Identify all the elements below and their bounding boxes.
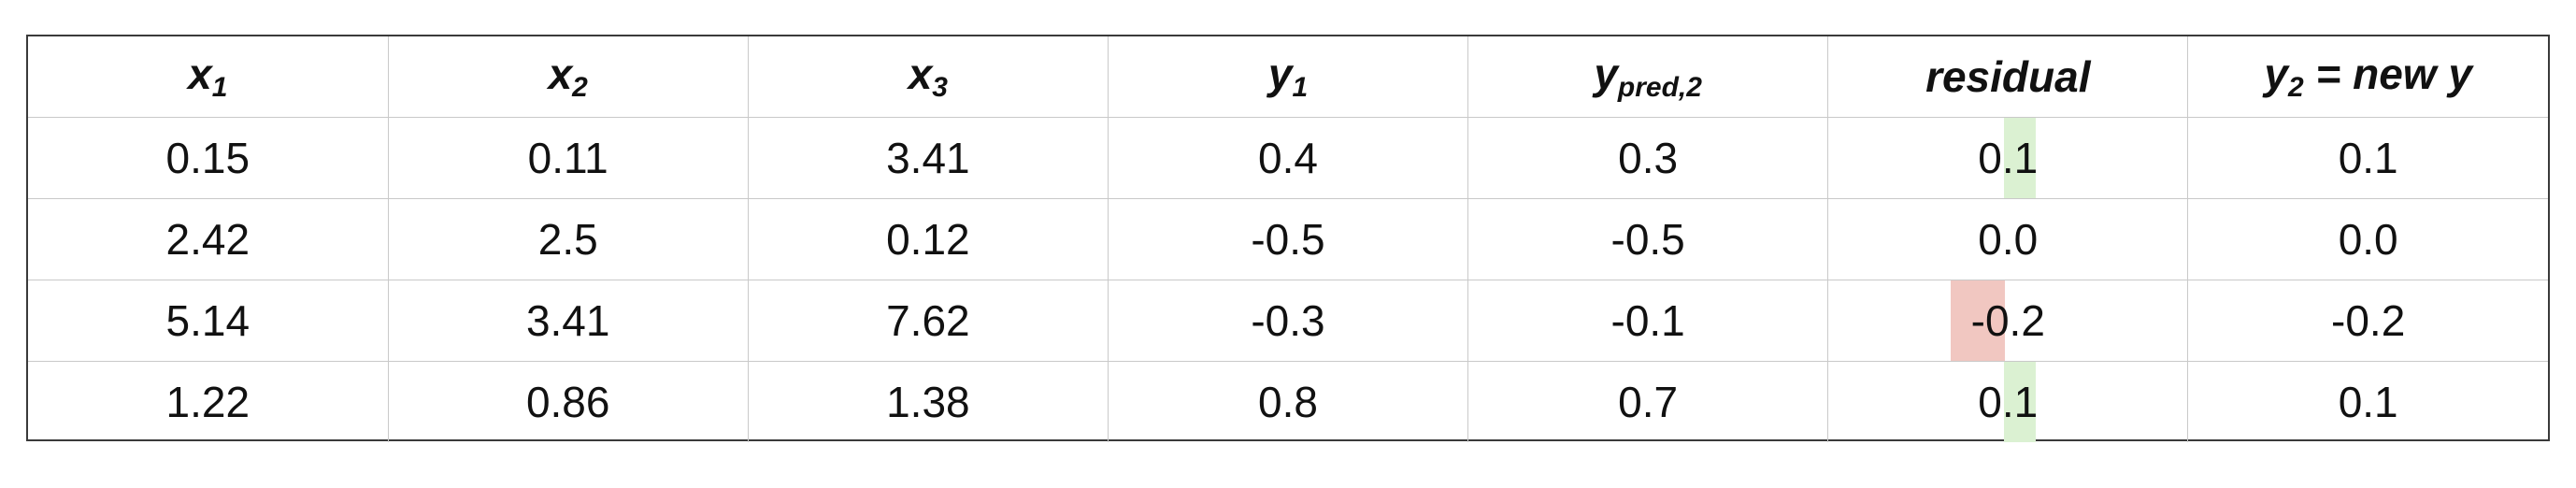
cell-ypred2: 0.3	[1467, 117, 1829, 199]
cell-ypred2: 0.7	[1467, 361, 1829, 442]
cell-x2: 0.11	[387, 117, 749, 199]
cell-ypred2: -0.1	[1467, 280, 1829, 362]
cell-x1: 1.22	[28, 361, 389, 442]
header-x3-base: x	[908, 49, 933, 98]
table-row: 5.14 3.41 7.62 -0.3 -0.1 -0.2 -0.2	[28, 280, 2548, 362]
header-y2-base: y	[2264, 49, 2288, 98]
cell-ypred2: -0.5	[1467, 198, 1829, 280]
header-y1-base: y	[1267, 49, 1293, 98]
cell-y1: 0.4	[1107, 117, 1469, 199]
cell-y1: -0.5	[1107, 198, 1469, 280]
header-y2-rest: = new y	[2303, 49, 2472, 98]
cell-x1: 5.14	[28, 280, 389, 362]
header-x2: x2	[387, 36, 749, 118]
cell-x2: 2.5	[387, 198, 749, 280]
cell-x3: 1.38	[747, 361, 1109, 442]
table-row: 0.15 0.11 3.41 0.4 0.3 0.1 0.1	[28, 117, 2548, 199]
header-x3: x3	[747, 36, 1109, 118]
header-x1-subscript: 1	[211, 71, 228, 103]
cell-y2: -0.2	[2187, 280, 2548, 362]
header-residual: residual	[1827, 36, 2189, 118]
residual-value: 0.0	[1978, 215, 2039, 264]
header-x1-base: x	[188, 49, 212, 98]
header-residual-label: residual	[1925, 52, 2091, 101]
data-table-frame: x1 x2 x3 y1 ypred,2 residual y2 = new y …	[26, 35, 2550, 442]
header-y2-new-y: y2 = new y	[2187, 36, 2548, 118]
cell-x1: 2.42	[28, 198, 389, 280]
header-x1: x1	[28, 36, 389, 118]
header-row: x1 x2 x3 y1 ypred,2 residual y2 = new y	[28, 36, 2548, 118]
cell-x1: 0.15	[28, 117, 389, 199]
residual-positive-highlight	[2004, 362, 2037, 442]
cell-residual: -0.2	[1827, 280, 2189, 362]
header-ypred2-subscript: pred,2	[1617, 71, 1702, 103]
header-y1: y1	[1107, 36, 1469, 118]
cell-x2: 0.86	[387, 361, 749, 442]
data-table: x1 x2 x3 y1 ypred,2 residual y2 = new y …	[28, 36, 2548, 442]
header-x2-base: x	[548, 49, 573, 98]
cell-y1: 0.8	[1107, 361, 1469, 442]
cell-x3: 3.41	[747, 117, 1109, 199]
residual-value: -0.2	[1970, 296, 2045, 345]
residual-value: 0.1	[1978, 134, 2039, 182]
cell-y2: 0.1	[2187, 361, 2548, 442]
header-x2-subscript: 2	[572, 71, 588, 103]
header-y1-subscript: 1	[1292, 71, 1309, 103]
cell-residual: 0.1	[1827, 117, 2189, 199]
residual-negative-highlight	[1951, 280, 2006, 361]
cell-residual: 0.1	[1827, 361, 2189, 442]
residual-positive-highlight	[2004, 118, 2037, 198]
cell-residual: 0.0	[1827, 198, 2189, 280]
table-row: 2.42 2.5 0.12 -0.5 -0.5 0.0 0.0	[28, 198, 2548, 280]
cell-x3: 7.62	[747, 280, 1109, 362]
residual-value: 0.1	[1978, 378, 2039, 426]
cell-x2: 3.41	[387, 280, 749, 362]
cell-x3: 0.12	[747, 198, 1109, 280]
header-x3-subscript: 3	[932, 71, 948, 103]
header-ypred2: ypred,2	[1467, 36, 1829, 118]
header-y2-subscript: 2	[2288, 71, 2304, 103]
table-row: 1.22 0.86 1.38 0.8 0.7 0.1 0.1	[28, 361, 2548, 442]
cell-y1: -0.3	[1107, 280, 1469, 362]
cell-y2: 0.0	[2187, 198, 2548, 280]
cell-y2: 0.1	[2187, 117, 2548, 199]
header-ypred2-base: y	[1594, 49, 1618, 98]
